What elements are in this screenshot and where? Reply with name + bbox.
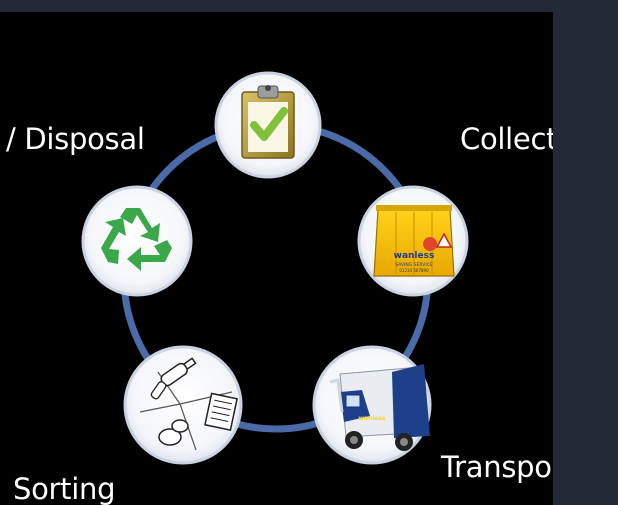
svg-text:SAVING SERVICE: SAVING SERVICE (395, 262, 433, 268)
label-disposal: / Disposal (6, 122, 145, 156)
label-collection: Collection (460, 122, 553, 156)
node-checklist (214, 71, 322, 179)
svg-text:wanless: wanless (394, 251, 435, 261)
garbage-truck-icon: wanless (329, 364, 430, 451)
svg-text:wanless: wanless (358, 415, 386, 422)
diagram-panel: wanless SAVING SERVICE 01234 567890 wanl… (0, 12, 553, 505)
recycle-icon (101, 208, 172, 271)
yellow-bin-icon: wanless SAVING SERVICE 01234 567890 (373, 205, 455, 277)
sorting-waste-icon (139, 357, 238, 451)
node-collection: wanless SAVING SERVICE 01234 567890 (357, 185, 469, 297)
svg-text:01234 567890: 01234 567890 (399, 268, 429, 273)
clipboard-check-icon (241, 85, 295, 159)
node-disposal (81, 185, 193, 297)
label-sorting: Sorting (13, 472, 116, 505)
label-transport: Transport (441, 450, 553, 484)
waste-cycle-diagram: wanless SAVING SERVICE 01234 567890 wanl… (81, 71, 469, 465)
node-transport: wanless (312, 345, 432, 465)
node-sorting (123, 345, 243, 465)
